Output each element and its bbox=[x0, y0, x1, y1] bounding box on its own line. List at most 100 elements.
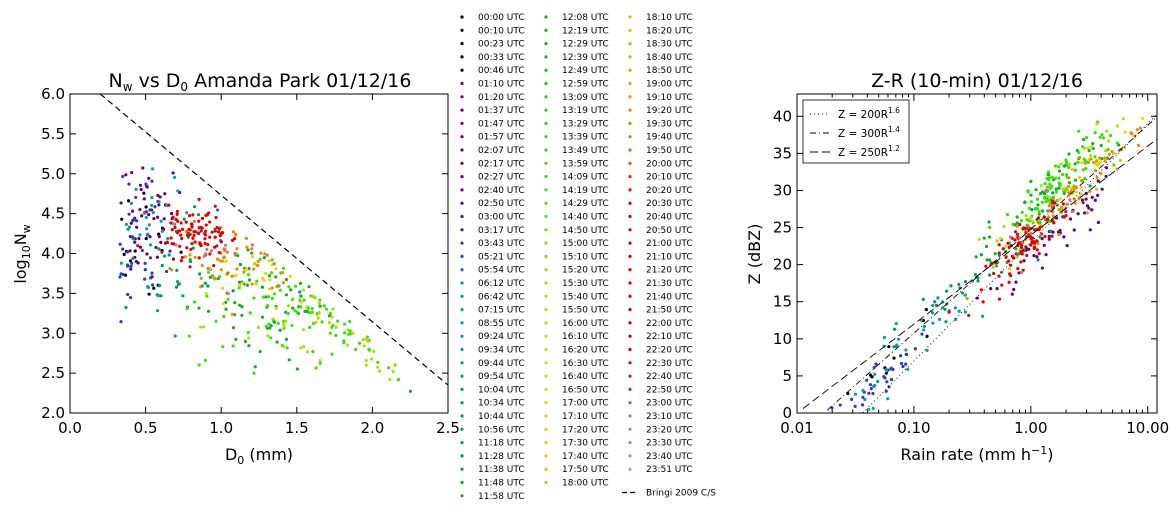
legend-marker bbox=[544, 68, 548, 72]
left-data-point bbox=[144, 205, 148, 209]
left-data-point bbox=[210, 274, 215, 278]
legend-marker bbox=[628, 81, 632, 86]
left-data-point bbox=[322, 304, 326, 308]
right-data-point bbox=[1068, 198, 1072, 202]
left-data-point bbox=[174, 285, 179, 289]
right-data-point bbox=[1025, 253, 1029, 258]
right-data-point bbox=[1108, 133, 1113, 138]
right-data-point bbox=[1030, 208, 1034, 212]
legend-marker bbox=[628, 281, 632, 285]
left-data-point bbox=[118, 275, 122, 279]
legend-marker bbox=[460, 121, 464, 125]
left-data-point bbox=[199, 325, 203, 329]
legend-entry: 02:27 UTC bbox=[478, 173, 525, 183]
right-data-point bbox=[882, 335, 887, 340]
right-data-point bbox=[925, 348, 929, 352]
left-data-point bbox=[318, 304, 322, 308]
left-data-point bbox=[215, 244, 219, 248]
left-data-point bbox=[305, 305, 309, 309]
left-data-point bbox=[171, 257, 176, 261]
right-data-point bbox=[861, 388, 865, 393]
right-data-point bbox=[887, 385, 891, 389]
legend-entry: 00:23 UTC bbox=[478, 40, 525, 50]
legend-entry: 11:38 UTC bbox=[478, 465, 525, 475]
left-data-point bbox=[127, 225, 132, 229]
right-data-point bbox=[1080, 198, 1085, 202]
right-data-point bbox=[1093, 198, 1097, 202]
right-data-point bbox=[922, 324, 926, 328]
right-data-point bbox=[1087, 148, 1091, 153]
legend-entry: 13:59 UTC bbox=[562, 159, 609, 169]
left-data-point bbox=[135, 219, 139, 223]
left-data-point bbox=[148, 256, 153, 260]
left-data-point bbox=[295, 310, 299, 315]
left-data-point bbox=[240, 313, 244, 318]
right-data-point bbox=[941, 306, 945, 310]
legend-entry: 12:39 UTC bbox=[562, 53, 609, 63]
legend-marker bbox=[628, 15, 632, 19]
left-data-point bbox=[172, 175, 177, 179]
left-data-point bbox=[233, 251, 237, 255]
right-data-points bbox=[830, 116, 1145, 411]
right-data-point bbox=[1044, 253, 1048, 257]
right-data-point bbox=[865, 378, 869, 382]
right-data-point bbox=[963, 280, 968, 284]
right-data-point bbox=[922, 328, 926, 332]
legend-marker bbox=[460, 454, 464, 458]
right-data-point bbox=[1020, 210, 1024, 214]
left-data-point bbox=[272, 320, 276, 324]
left-y-tick-label: 4.5 bbox=[41, 205, 65, 223]
right-data-point bbox=[1030, 219, 1034, 223]
legend-entry: 19:00 UTC bbox=[646, 80, 693, 90]
left-data-point bbox=[221, 345, 225, 349]
right-data-point bbox=[1044, 200, 1048, 204]
right-data-point bbox=[1062, 235, 1066, 239]
right-data-point bbox=[1066, 184, 1071, 189]
left-data-point bbox=[330, 315, 334, 319]
right-data-point bbox=[1033, 228, 1037, 232]
left-y-tick-label: 5.5 bbox=[41, 125, 65, 143]
left-x-tick-label: 2.5 bbox=[436, 419, 460, 437]
left-data-point bbox=[131, 256, 135, 260]
legend-marker bbox=[544, 42, 548, 46]
legend-entry: 12:19 UTC bbox=[562, 26, 609, 36]
right-data-point bbox=[997, 243, 1001, 247]
left-chart-title: Nw vs D0 Amanda Park 01/12/16 bbox=[109, 70, 412, 94]
left-data-point bbox=[234, 337, 238, 342]
right-data-point bbox=[1015, 215, 1019, 219]
legend-entry: 15:20 UTC bbox=[562, 266, 609, 276]
right-data-point bbox=[1009, 263, 1013, 267]
left-data-point bbox=[205, 247, 209, 251]
right-data-point bbox=[1115, 124, 1120, 128]
right-data-point bbox=[1024, 213, 1028, 218]
left-data-point bbox=[148, 208, 152, 212]
legend-marker bbox=[460, 55, 464, 59]
legend-marker bbox=[544, 188, 548, 192]
right-data-point bbox=[1095, 122, 1099, 126]
legend-entry: 22:20 UTC bbox=[646, 346, 693, 356]
right-data-point bbox=[1040, 237, 1044, 241]
legend-marker bbox=[544, 135, 548, 139]
left-data-point bbox=[214, 215, 218, 220]
left-data-point bbox=[258, 349, 262, 354]
legend-entry: 16:10 UTC bbox=[562, 332, 609, 342]
right-data-point bbox=[869, 387, 873, 391]
left-data-point bbox=[176, 189, 180, 193]
left-data-point bbox=[220, 231, 225, 235]
legend-entry: 13:09 UTC bbox=[562, 93, 609, 103]
right-data-point bbox=[1047, 237, 1051, 241]
left-data-point bbox=[215, 257, 220, 261]
left-data-point bbox=[267, 259, 271, 263]
legend-entry: 05:21 UTC bbox=[478, 252, 525, 262]
right-data-point bbox=[1024, 238, 1028, 242]
left-data-point bbox=[248, 311, 252, 315]
right-data-point bbox=[1079, 192, 1083, 196]
left-data-point bbox=[145, 252, 149, 256]
legend-entry: 14:09 UTC bbox=[562, 173, 609, 183]
left-y-tick-label: 4.0 bbox=[41, 245, 65, 263]
right-data-point bbox=[953, 317, 958, 322]
legend-entry: 02:07 UTC bbox=[478, 146, 525, 156]
left-data-point bbox=[187, 334, 191, 338]
right-data-point bbox=[1136, 143, 1141, 147]
left-data-point bbox=[269, 324, 273, 328]
